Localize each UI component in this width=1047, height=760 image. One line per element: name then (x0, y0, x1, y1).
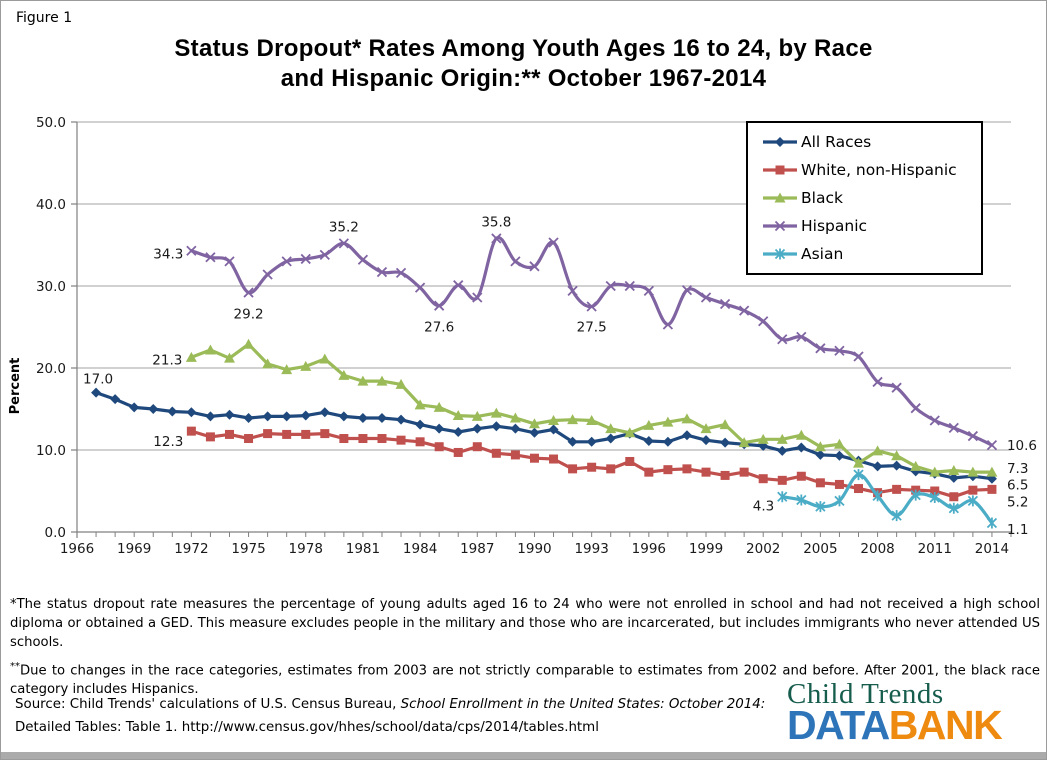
footnote-1: *The status dropout rate measures the pe… (10, 597, 1040, 650)
svg-text:1987: 1987 (460, 541, 494, 557)
svg-text:2011: 2011 (918, 541, 952, 557)
square-marker-icon (763, 165, 797, 175)
series-asian (777, 469, 998, 529)
tick-labels: 0.0 10.0 20.0 30.0 40.0 50.0 1966 1969 1972 1975 1… (36, 115, 1009, 557)
svg-text:1999: 1999 (689, 541, 723, 557)
databank-bank-text: BANK (888, 702, 1003, 748)
x-marker-icon (763, 220, 797, 232)
childtrends-logo-name: Child Trends (787, 678, 944, 710)
line-chart: 0.0 10.0 20.0 30.0 40.0 50.0 1966 1969 1972 1975 1… (8, 115, 1037, 557)
source-note: Source: Child Trends' calculations of U.… (15, 693, 780, 739)
svg-text:1969: 1969 (117, 541, 151, 557)
source-italic-title: School Enrollment in the United States: … (400, 697, 766, 712)
svg-text:1972: 1972 (174, 541, 208, 557)
svg-text:27.5: 27.5 (577, 320, 607, 336)
svg-text:1978: 1978 (289, 541, 323, 557)
chart-title-line1: Status Dropout* Rates Among Youth Ages 1… (174, 35, 873, 62)
databank-data-text: DATA (787, 702, 890, 748)
svg-text:21.3: 21.3 (152, 352, 182, 368)
star-marker-icon (763, 248, 797, 260)
legend-item: All Races (762, 128, 981, 156)
source-line-1: Source: Child Trends' calculations of U.… (15, 697, 766, 712)
figure-label: Figure 1 (16, 10, 73, 26)
legend-item-label: All Races (801, 133, 872, 151)
svg-text:2005: 2005 (803, 541, 837, 557)
svg-text:1975: 1975 (231, 541, 265, 557)
triangle-marker-icon (763, 192, 797, 203)
footnote-2: **Due to changes in the race categories,… (10, 657, 1040, 699)
series-black (185, 338, 998, 477)
svg-text:4.3: 4.3 (753, 499, 774, 515)
series-hispanic (186, 233, 998, 451)
svg-text:2008: 2008 (860, 541, 894, 557)
svg-text:35.2: 35.2 (329, 219, 359, 235)
footnote-2-text: Due to changes in the race categories, e… (10, 663, 1040, 698)
svg-text:1993: 1993 (574, 541, 608, 557)
svg-text:35.8: 35.8 (481, 214, 511, 230)
svg-text:27.6: 27.6 (424, 320, 454, 336)
svg-text:0.0: 0.0 (45, 525, 66, 541)
legend-item: Hispanic (762, 212, 981, 240)
legend-item-label: Hispanic (801, 217, 868, 235)
source-line-2: Detailed Tables: Table 1. http://www.cen… (15, 720, 599, 735)
series-white-non-hispanic (186, 426, 997, 502)
chart-title: Status Dropout* Rates Among Youth Ages 1… (1, 34, 1046, 94)
svg-text:2014: 2014 (975, 541, 1009, 557)
svg-text:29.2: 29.2 (234, 307, 264, 323)
svg-text:30.0: 30.0 (36, 279, 66, 295)
svg-text:20.0: 20.0 (36, 361, 66, 377)
svg-text:1984: 1984 (403, 541, 437, 557)
bottom-bar (1, 752, 1046, 759)
svg-text:1990: 1990 (517, 541, 551, 557)
svg-text:50.0: 50.0 (36, 115, 66, 131)
legend: All Races White, non-Hispanic Black Hispani… (746, 121, 983, 275)
axes (71, 121, 1012, 538)
legend-item-label: White, non-Hispanic (801, 161, 957, 179)
databank-wordmark: DATABANK (787, 705, 1043, 746)
svg-text:10.0: 10.0 (36, 443, 66, 459)
childtrends-logo: Child Trends DATABANK (787, 678, 1043, 746)
svg-text:10.6: 10.6 (1007, 438, 1037, 454)
legend-item-label: Asian (801, 245, 844, 263)
y-axis-title: Percent (8, 358, 23, 415)
svg-text:1996: 1996 (632, 541, 666, 557)
svg-text:34.3: 34.3 (153, 247, 183, 263)
svg-text:7.3: 7.3 (1007, 461, 1028, 477)
svg-text:1.1: 1.1 (1007, 522, 1028, 538)
svg-text:40.0: 40.0 (36, 197, 66, 213)
svg-text:12.3: 12.3 (153, 434, 183, 450)
legend-item-label: Black (801, 189, 843, 207)
footnote-2-marker: ** (10, 661, 20, 672)
legend-item: Asian (762, 240, 981, 268)
svg-text:2002: 2002 (746, 541, 780, 557)
svg-text:1981: 1981 (346, 541, 380, 557)
legend-item: White, non-Hispanic (762, 156, 981, 184)
data-labels: 17.0 34.3 29.2 35.2 27.6 35.8 27.5 21.3 12.3 4.3 1… (83, 214, 1037, 538)
diamond-marker-icon (763, 137, 797, 147)
footnotes: *The status dropout rate measures the pe… (10, 595, 1040, 699)
legend-item: Black (762, 184, 981, 212)
svg-text:5.2: 5.2 (1007, 494, 1028, 510)
chart-title-line2: and Hispanic Origin:** October 1967-2014 (280, 65, 767, 92)
svg-text:17.0: 17.0 (83, 372, 113, 388)
svg-text:1966: 1966 (60, 541, 94, 557)
svg-text:6.5: 6.5 (1007, 478, 1028, 494)
